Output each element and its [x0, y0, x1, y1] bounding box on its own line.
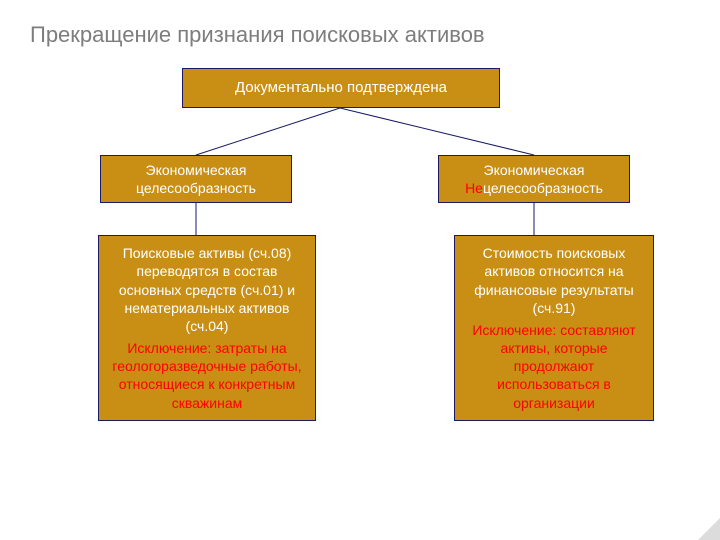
node-left-mid: Экономическая целесообразность	[100, 155, 292, 203]
node-left-bottom: Поисковые активы (сч.08) переводятся в с…	[98, 235, 316, 421]
node-top-label: Документально подтверждена	[235, 78, 447, 98]
right-mid-prefix: Экономическая	[484, 162, 585, 178]
left-bot-main: Поисковые активы (сч.08) переводятся в с…	[107, 244, 307, 335]
node-right-mid-label: Экономическая Нецелесообразность	[447, 161, 621, 197]
page-corner-fold-icon	[698, 518, 720, 540]
right-bot-exception: Исключение: составляют активы, которые п…	[463, 321, 645, 412]
right-bot-main: Стоимость поисковых активов относится на…	[463, 244, 645, 317]
node-left-mid-label: Экономическая целесообразность	[109, 161, 283, 197]
left-bot-exception: Исключение: затраты на геологоразведочны…	[107, 339, 307, 412]
node-top: Документально подтверждена	[182, 68, 500, 108]
node-right-mid: Экономическая Нецелесообразность	[438, 155, 630, 203]
right-mid-red: Не	[465, 180, 483, 196]
right-mid-suffix: целесообразность	[483, 180, 603, 196]
node-right-bottom: Стоимость поисковых активов относится на…	[454, 235, 654, 421]
page-title: Прекращение признания поисковых активов	[30, 22, 485, 48]
